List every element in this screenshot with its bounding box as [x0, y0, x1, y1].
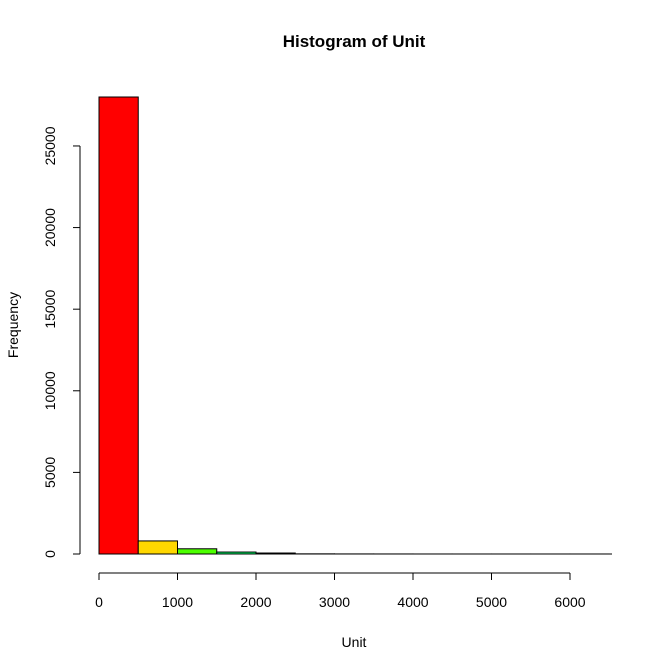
- y-axis-label: Frequency: [5, 292, 21, 358]
- x-tick-label-3: 3000: [319, 594, 350, 610]
- y-axis: 0 5000 10000 15000 20000 25000: [42, 126, 81, 558]
- bars-group: [98, 96, 610, 555]
- x-tick-label-2: 2000: [240, 594, 271, 610]
- x-axis-label: Unit: [342, 634, 367, 650]
- x-tick-label-1: 1000: [162, 594, 193, 610]
- y-tick-label-4: 20000: [42, 208, 58, 247]
- histogram-bar-1: [137, 540, 178, 555]
- y-tick-label-2: 10000: [42, 371, 58, 410]
- y-tick-label-5: 25000: [42, 126, 58, 165]
- histogram-bar-0: [98, 96, 139, 555]
- x-tick-label-0: 0: [95, 594, 103, 610]
- y-tick-label-0: 0: [42, 550, 58, 558]
- x-tick-label-5: 5000: [476, 594, 507, 610]
- chart-title: Histogram of Unit: [283, 32, 426, 51]
- x-axis: 0 1000 2000 3000 4000 5000 6000: [95, 572, 586, 610]
- y-tick-label-3: 15000: [42, 290, 58, 329]
- x-tick-label-6: 6000: [554, 594, 585, 610]
- x-tick-label-4: 4000: [397, 594, 428, 610]
- y-tick-label-1: 5000: [42, 457, 58, 488]
- histogram-bar-2: [177, 548, 218, 555]
